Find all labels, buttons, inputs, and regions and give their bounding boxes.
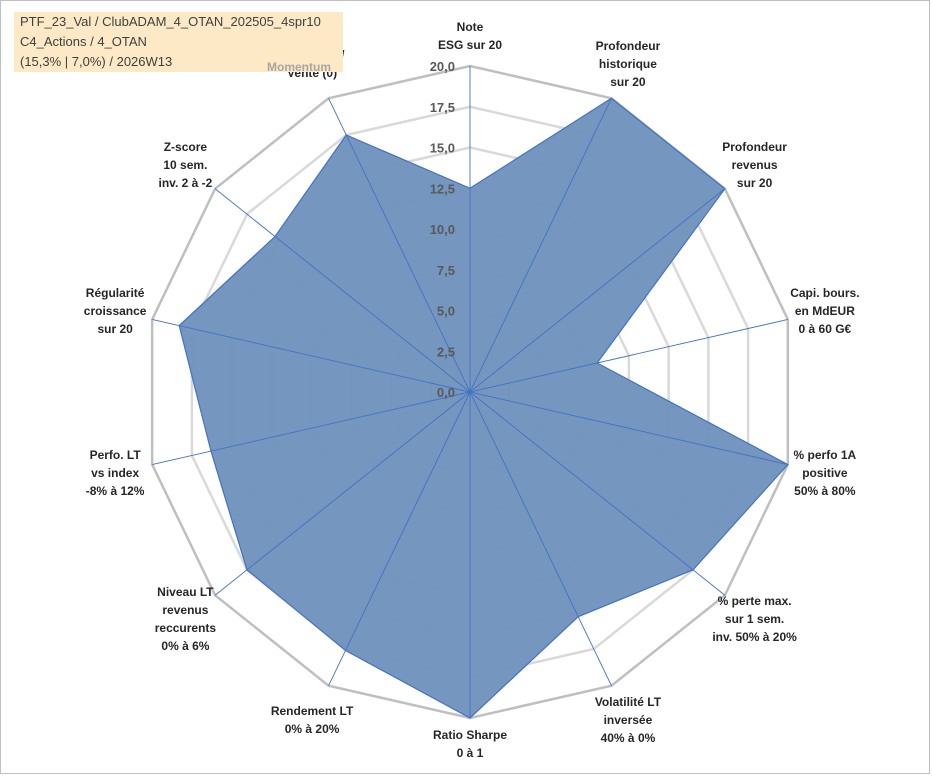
tick-label-4: 10,0	[430, 222, 455, 237]
tick-label-0: 0,0	[437, 385, 455, 400]
spoke-5	[469, 391, 726, 596]
axis-label-10: Perfo. LT vs index -8% à 12%	[86, 448, 145, 498]
axis-label-1: Profondeur historique sur 20	[596, 39, 661, 89]
spoke-2	[469, 188, 726, 393]
header-line-portfolio: PTF_23_Val / ClubADAM_4_OTAN_202505_4spr…	[20, 14, 321, 29]
spoke-11	[152, 319, 471, 393]
series-area-0	[178, 97, 789, 719]
axis-label-7: Ratio Sharpe 0 à 1	[433, 728, 507, 760]
tick-label-5: 12,5	[430, 181, 455, 196]
tick-label-2: 5,0	[437, 304, 455, 319]
radial-tick-labels: 0,0 2,5 5,0 7,5 10,0 12,5 15,0 17,5 20,0	[430, 59, 455, 400]
spoke-8	[328, 391, 471, 686]
radar-spokes	[152, 66, 788, 718]
axis-label-5: % perte max. sur 1 sem. inv. 50% à 20%	[712, 594, 797, 644]
spoke-4	[469, 391, 788, 465]
axis-labels: Note ESG sur 20 Profondeur historique sur 20…	[84, 20, 860, 760]
axis-label-11: Régularité croissance sur 20	[84, 286, 147, 336]
axis-label-3: Capi. bours. en MdEUR 0 à 60 G€	[790, 286, 859, 336]
header-box: PTF_23_Val / ClubADAM_4_OTAN_202505_4spr…	[14, 12, 343, 72]
axis-label-0: Note ESG sur 20	[438, 20, 502, 52]
axis-label-12: Z-score 10 sem. inv. 2 à -2	[159, 140, 213, 190]
axis-label-2: Profondeur revenus sur 20	[722, 140, 787, 190]
spoke-9	[214, 391, 471, 596]
spoke-1	[469, 98, 612, 393]
spoke-6	[469, 391, 612, 686]
radar-series	[178, 97, 789, 719]
spoke-3	[469, 319, 788, 393]
header-line-stats: (15,3% | 7,0%) / 2026W13	[20, 54, 173, 69]
axis-label-9: Niveau LT revenus reccurents 0% à 6%	[155, 585, 217, 653]
tick-label-6: 15,0	[430, 141, 455, 156]
header-line-category: C4_Actions / 4_OTAN	[20, 34, 147, 49]
tick-label-8: 20,0	[430, 59, 455, 74]
spoke-13	[328, 98, 471, 393]
tick-label-3: 7,5	[437, 263, 455, 278]
spoke-10	[152, 391, 471, 465]
axis-label-4: % perfo 1A positive 50% à 80%	[794, 448, 857, 498]
spoke-12	[214, 188, 471, 393]
tick-label-7: 17,5	[430, 100, 455, 115]
axis-label-6: Volatilité LT inversée 40% à 0%	[595, 695, 662, 745]
axis-label-8: Rendement LT 0% à 20%	[271, 704, 354, 736]
tick-label-1: 2,5	[437, 344, 455, 359]
